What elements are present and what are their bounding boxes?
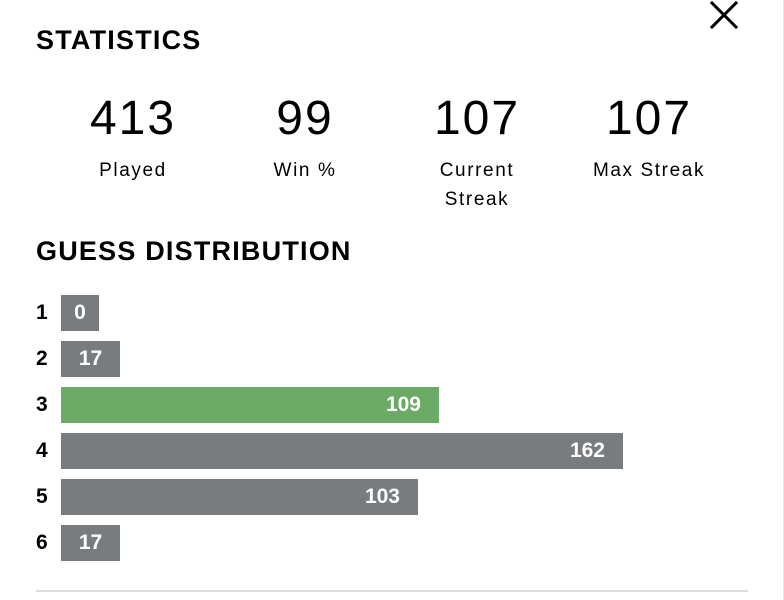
guess-number: 1 (36, 301, 48, 324)
footer-divider (36, 590, 748, 592)
distribution-bar: 103 (61, 479, 418, 515)
stat-value: 99 (276, 92, 334, 145)
distribution-bar: 17 (61, 525, 120, 561)
stat-win-percent: 99 Win % (220, 90, 390, 185)
stat-label: Max Streak (592, 160, 706, 181)
stat-value: 107 (605, 92, 693, 145)
distribution-bar: 17 (61, 341, 120, 377)
distribution-bar: 0 (61, 295, 99, 331)
stat-value: 413 (89, 92, 177, 145)
close-button[interactable] (700, 0, 746, 30)
stat-label: Win % (273, 160, 337, 181)
distribution-bar: 109 (61, 387, 439, 423)
stat-label: Played (99, 160, 167, 181)
stat-played: 413 Played (48, 90, 218, 185)
close-icon (709, 0, 739, 30)
stat-value: 107 (433, 92, 521, 145)
guess-number: 5 (36, 485, 48, 508)
statistics-title: STATISTICS (36, 25, 202, 55)
distribution-bar: 162 (61, 433, 623, 469)
stat-max-streak: 107 Max Streak (564, 90, 734, 185)
guess-number: 4 (36, 439, 48, 462)
guess-number: 6 (36, 531, 48, 554)
guess-number: 3 (36, 393, 48, 416)
stat-label: Current Streak (439, 160, 515, 210)
guess-number: 2 (36, 347, 48, 370)
guess-distribution-title: GUESS DISTRIBUTION (36, 236, 352, 266)
stat-current-streak: 107 Current Streak (392, 90, 562, 214)
